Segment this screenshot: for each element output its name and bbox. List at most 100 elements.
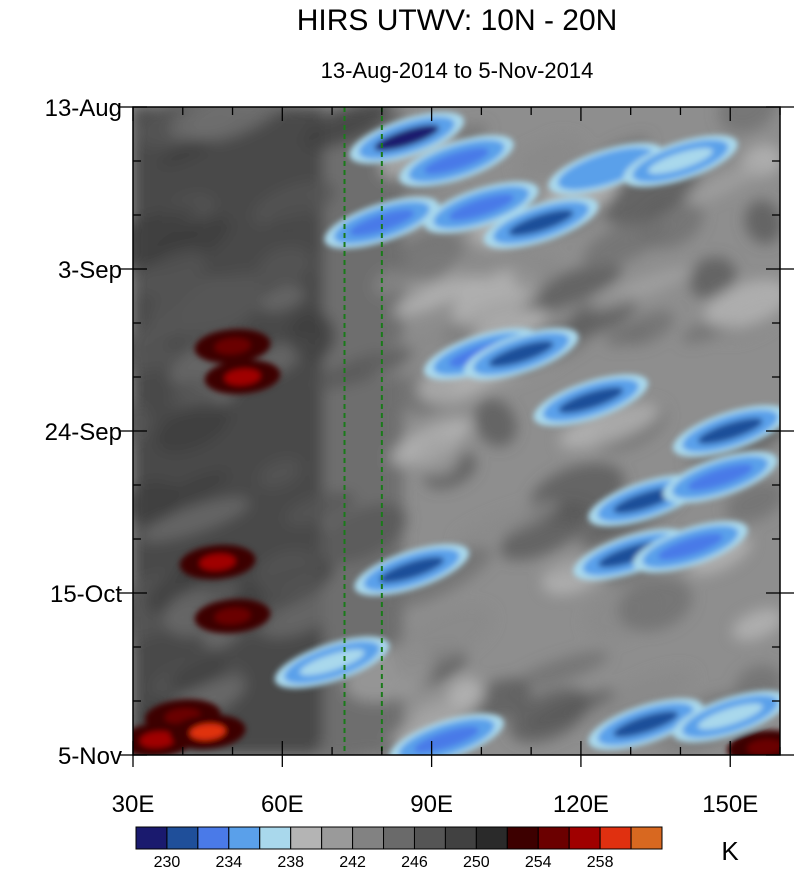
colorbar-swatch — [599, 826, 632, 850]
texture-blob — [513, 264, 622, 314]
texture-blob — [255, 550, 322, 600]
x-tick-label: 120E — [553, 791, 609, 818]
texture-blob — [685, 161, 766, 205]
texture-blob — [133, 220, 204, 270]
utwv-feature — [613, 487, 679, 514]
texture-blob — [508, 688, 590, 743]
utwv-feature — [648, 148, 713, 174]
y-tick-label: 3-Sep — [58, 257, 122, 284]
texture-blob — [133, 480, 179, 524]
texture-blob — [474, 398, 517, 447]
texture-blob — [169, 107, 271, 141]
texture-blob — [287, 310, 337, 361]
y-tick-label: 24-Sep — [45, 419, 122, 446]
texture-blob — [511, 253, 560, 291]
texture-blob — [515, 145, 559, 181]
utwv-feature — [374, 124, 440, 151]
colorbar-tick-label: 254 — [525, 854, 552, 869]
texture-blob — [447, 677, 484, 710]
texture-blob — [570, 683, 671, 729]
y-tick-label: 13-Aug — [45, 95, 122, 122]
texture-blob — [617, 577, 693, 632]
y-tick-label: 5-Nov — [58, 743, 122, 770]
utwv-feature — [424, 148, 489, 174]
utwv-feature — [414, 726, 479, 753]
plot-area — [133, 107, 780, 755]
texture-blob — [316, 718, 399, 755]
texture-blob — [313, 347, 414, 390]
utwv-feature — [299, 649, 365, 676]
texture-blob — [133, 205, 200, 246]
utwv-feature — [697, 703, 763, 730]
texture-blob — [582, 216, 668, 269]
colorbar-swatch — [228, 826, 261, 850]
texture-blob — [558, 403, 661, 449]
texture-blob — [704, 279, 780, 328]
texture-blob — [689, 256, 737, 300]
chart-title: HIRS UTWV: 10N - 20N — [297, 4, 618, 37]
colorbar-tick-label: 234 — [215, 854, 242, 869]
colorbar-swatch — [352, 826, 385, 850]
colorbar-tick-label: 246 — [401, 854, 428, 869]
x-tick-label: 30E — [112, 791, 155, 818]
texture-blob — [317, 503, 408, 564]
colorbar-tick-label: 258 — [587, 854, 614, 869]
chart-subtitle: 13-Aug-2014 to 5-Nov-2014 — [321, 58, 594, 83]
x-tick-label: 60E — [261, 791, 304, 818]
x-tick-label: 90E — [410, 791, 453, 818]
texture-blob — [416, 432, 460, 476]
texture-blob — [499, 502, 591, 561]
colorbar-swatch — [630, 826, 663, 850]
colorbar-swatch — [290, 826, 323, 850]
texture-blob — [472, 678, 532, 720]
texture-blob — [158, 136, 215, 166]
utwv-feature — [573, 155, 639, 182]
utwv-feature — [697, 418, 763, 444]
colorbar-swatch — [413, 826, 446, 850]
colorbar-tick-label: 250 — [463, 854, 490, 869]
texture-blob — [321, 238, 391, 277]
texture-blob — [302, 107, 392, 149]
colorbar-swatch — [321, 826, 354, 850]
colorbar-swatch — [166, 826, 199, 850]
x-tick-label: 150E — [702, 791, 758, 818]
texture-blob — [256, 570, 360, 638]
texture-blob — [392, 276, 483, 316]
texture-blob — [133, 249, 206, 298]
utwv-feature — [189, 723, 226, 740]
utwv-feature — [508, 209, 574, 236]
texture-blob — [589, 266, 693, 309]
texture-blob — [259, 286, 305, 312]
colorbar-swatch — [568, 826, 601, 850]
colorbar-swatch — [537, 826, 570, 850]
texture-blob — [605, 322, 649, 347]
texture-blob — [155, 402, 231, 454]
texture-blob — [732, 608, 780, 641]
texture-blob — [180, 271, 267, 328]
colorbar-swatch — [475, 826, 508, 850]
colorbar-swatch — [197, 826, 230, 850]
utwv-feature — [139, 731, 176, 748]
utwv-feature — [488, 340, 554, 367]
utwv-feature — [687, 464, 753, 491]
colorbar-swatch — [383, 826, 415, 850]
utwv-feature — [199, 554, 236, 571]
y-axis: 13-Aug 3-Sep 24-Sep 15-Oct 5-Nov — [45, 95, 794, 770]
utwv-feature — [657, 533, 723, 560]
colorbar-unit: K — [721, 836, 739, 866]
texture-blob — [329, 162, 377, 188]
texture-blob — [258, 458, 302, 489]
colorbar-tick-label: 238 — [277, 854, 304, 869]
utwv-feature — [558, 387, 624, 414]
texture-blob — [511, 651, 609, 690]
utwv-feature — [613, 711, 679, 738]
utwv-feature — [224, 368, 261, 386]
texture-blob — [455, 501, 560, 545]
texture-blob — [744, 200, 780, 245]
texture-blob — [257, 246, 313, 287]
colorbar-tick-label: 242 — [339, 854, 366, 869]
texture-blob — [410, 697, 450, 720]
utwv-feature — [448, 194, 514, 221]
utwv-feature — [214, 338, 251, 355]
utwv-feature — [379, 556, 445, 583]
